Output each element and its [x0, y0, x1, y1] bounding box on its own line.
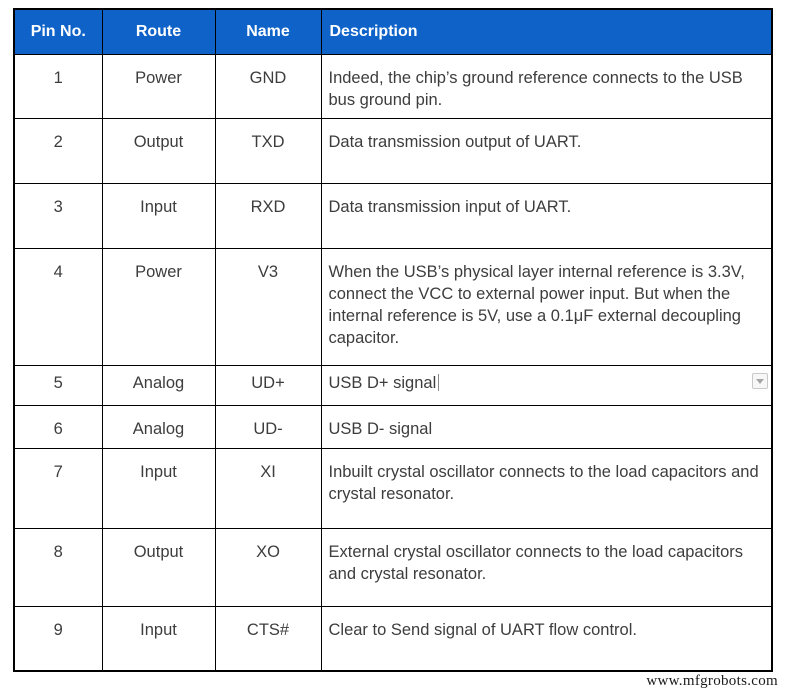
pin-cell[interactable]: 6 — [13, 404, 103, 449]
pin-cell[interactable]: 8 — [13, 527, 103, 607]
pin-cell[interactable]: 1 — [13, 53, 103, 119]
description-cell[interactable]: Indeed, the chip’s ground reference conn… — [320, 53, 773, 119]
table-row: 8 Output XO External crystal oscillator … — [13, 527, 773, 607]
description-cell[interactable]: USB D+ signal — [320, 364, 773, 406]
route-cell[interactable]: Analog — [101, 364, 216, 406]
route-cell[interactable]: Analog — [101, 404, 216, 449]
name-cell[interactable]: GND — [214, 53, 322, 119]
header-row: Pin No. Route Name Description — [13, 8, 773, 55]
route-cell[interactable]: Input — [101, 447, 216, 529]
triangle-glyph — [756, 378, 764, 384]
route-cell[interactable]: Power — [101, 53, 216, 119]
header-pin-no: Pin No. — [13, 8, 103, 55]
pin-cell[interactable]: 4 — [13, 247, 103, 366]
name-cell[interactable]: V3 — [214, 247, 322, 366]
table-row: 3 Input RXD Data transmission input of U… — [13, 182, 773, 249]
pin-cell[interactable]: 9 — [13, 605, 103, 672]
table-row: 4 Power V3 When the USB’s physical layer… — [13, 247, 773, 366]
description-cell[interactable]: Clear to Send signal of UART flow contro… — [320, 605, 773, 672]
pin-cell[interactable]: 3 — [13, 182, 103, 249]
pin-cell[interactable]: 2 — [13, 117, 103, 184]
table-row: 1 Power GND Indeed, the chip’s ground re… — [13, 53, 773, 119]
name-cell[interactable]: RXD — [214, 182, 322, 249]
header-route: Route — [101, 8, 216, 55]
pin-description-table: Pin No. Route Name Description 1 Power G… — [13, 8, 773, 672]
name-cell[interactable]: XI — [214, 447, 322, 529]
description-cell[interactable]: Data transmission input of UART. — [320, 182, 773, 249]
route-cell[interactable]: Power — [101, 247, 216, 366]
header-name: Name — [214, 8, 322, 55]
description-cell[interactable]: USB D- signal — [320, 404, 773, 449]
header-description: Description — [320, 8, 773, 55]
table-row: 5 Analog UD+ USB D+ signal — [13, 364, 773, 406]
route-cell[interactable]: Input — [101, 605, 216, 672]
name-cell[interactable]: UD+ — [214, 364, 322, 406]
name-cell[interactable]: TXD — [214, 117, 322, 184]
description-cell[interactable]: External crystal oscillator connects to … — [320, 527, 773, 607]
caret-down-icon[interactable] — [752, 372, 768, 389]
pin-cell[interactable]: 5 — [13, 364, 103, 406]
description-cell[interactable]: Inbuilt crystal oscillator connects to t… — [320, 447, 773, 529]
description-text: USB D+ signal — [328, 373, 437, 392]
route-cell[interactable]: Output — [101, 527, 216, 607]
text-caret — [438, 373, 440, 391]
table-row: 9 Input CTS# Clear to Send signal of UAR… — [13, 605, 773, 672]
name-cell[interactable]: UD- — [214, 404, 322, 449]
table-row: 6 Analog UD- USB D- signal — [13, 404, 773, 449]
name-cell[interactable]: CTS# — [214, 605, 322, 672]
name-cell[interactable]: XO — [214, 527, 322, 607]
description-cell[interactable]: Data transmission output of UART. — [320, 117, 773, 184]
watermark: www.mfgrobots.com — [646, 673, 778, 689]
description-cell[interactable]: When the USB’s physical layer internal r… — [320, 247, 773, 366]
pin-cell[interactable]: 7 — [13, 447, 103, 529]
route-cell[interactable]: Input — [101, 182, 216, 249]
table-row: 2 Output TXD Data transmission output of… — [13, 117, 773, 184]
table-row: 7 Input XI Inbuilt crystal oscillator co… — [13, 447, 773, 529]
route-cell[interactable]: Output — [101, 117, 216, 184]
